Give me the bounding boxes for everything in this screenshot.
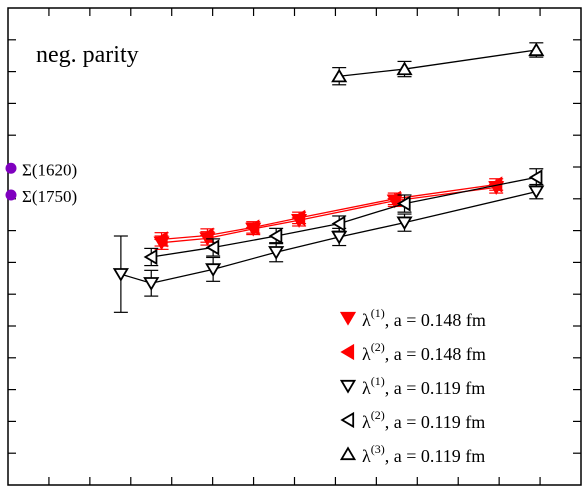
legend-item: λ(3), a = 0.119 fm xyxy=(339,442,485,466)
data-point xyxy=(528,185,545,200)
data-point xyxy=(528,42,545,57)
series-line xyxy=(339,49,537,77)
legend-label: λ(3), a = 0.119 fm xyxy=(362,442,485,466)
axis-ticks xyxy=(8,8,581,485)
data-point xyxy=(387,190,401,207)
data-point xyxy=(205,263,222,278)
legend: λ(1), a = 0.148 fm λ(2), a = 0.148 fm λ(1)… xyxy=(339,306,486,466)
series-line xyxy=(161,186,497,244)
data-point xyxy=(268,246,285,260)
legend-item: λ(1), a = 0.119 fm xyxy=(339,374,485,398)
series-4 xyxy=(143,168,544,267)
legend-item: λ(1), a = 0.148 fm xyxy=(339,306,486,330)
data-point xyxy=(340,411,355,429)
series-5 xyxy=(331,42,545,86)
legend-label: λ(2), a = 0.119 fm xyxy=(362,408,485,432)
data-point xyxy=(396,61,413,76)
data-point xyxy=(268,227,283,245)
series-line xyxy=(161,183,497,240)
reference-point xyxy=(5,189,17,201)
reference-label: Σ(1750) xyxy=(22,187,77,206)
data-point xyxy=(331,230,348,245)
legend-item: λ(2), a = 0.119 fm xyxy=(340,408,485,432)
data-point xyxy=(528,169,543,186)
data-point xyxy=(112,268,129,282)
data-series xyxy=(112,42,545,313)
data-point xyxy=(291,209,306,226)
legend-label: λ(1), a = 0.148 fm xyxy=(362,306,486,330)
data-point xyxy=(143,248,158,266)
series-3 xyxy=(112,183,545,313)
series-line xyxy=(151,176,537,258)
data-point xyxy=(339,311,357,326)
data-point xyxy=(340,343,355,361)
data-point xyxy=(339,446,357,461)
data-point xyxy=(331,68,348,83)
data-point xyxy=(331,215,346,232)
reference-point xyxy=(5,162,17,174)
chart-title: neg. parity xyxy=(36,42,139,68)
data-point xyxy=(205,239,220,256)
reference-label: Σ(1620) xyxy=(22,160,77,179)
plot-frame xyxy=(7,7,582,486)
data-point xyxy=(396,195,411,212)
legend-item: λ(2), a = 0.148 fm xyxy=(340,340,486,364)
data-point xyxy=(396,216,413,231)
data-point xyxy=(245,219,260,236)
legend-label: λ(1), a = 0.119 fm xyxy=(362,374,485,398)
data-point xyxy=(339,379,357,394)
data-point xyxy=(153,231,168,248)
reference-markers: Σ(1750) Σ(1620) xyxy=(5,160,77,206)
data-point xyxy=(143,277,160,291)
legend-label: λ(2), a = 0.148 fm xyxy=(362,340,486,364)
